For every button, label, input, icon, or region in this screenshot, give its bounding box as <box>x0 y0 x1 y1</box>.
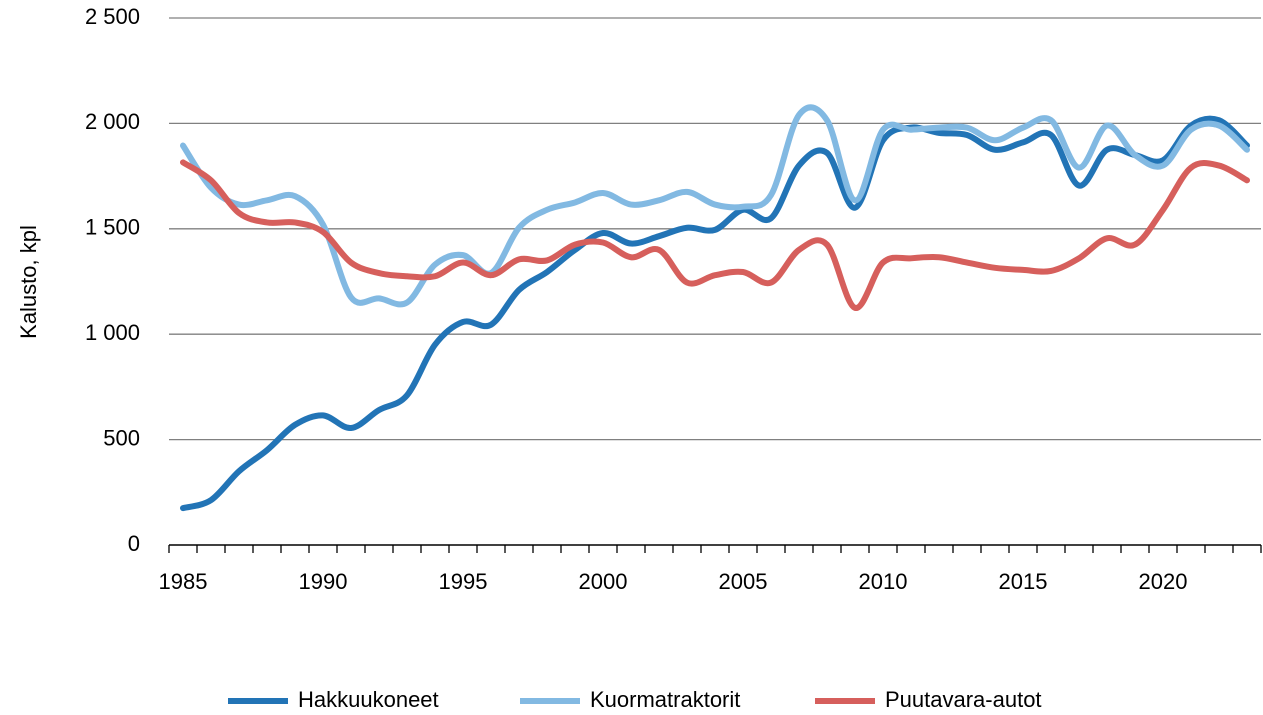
y-axis-title: Kalusto, kpl <box>16 225 41 339</box>
y-tick-label: 1 500 <box>85 215 140 240</box>
legend-label: Puutavara-autot <box>885 687 1042 712</box>
line <box>180 115 1250 512</box>
x-tick-label: 2000 <box>579 569 628 594</box>
x-tick-label: 1995 <box>439 569 488 594</box>
y-tick-label: 0 <box>128 531 140 556</box>
y-tick-label: 1 000 <box>85 320 140 345</box>
y-tick-label: 2 500 <box>85 4 140 29</box>
y-tick-label: 2 000 <box>85 109 140 134</box>
x-tick-label: 2010 <box>859 569 908 594</box>
x-tick-label: 1985 <box>159 569 208 594</box>
legend-label: Hakkuukoneet <box>298 687 439 712</box>
y-tick-label: 500 <box>103 425 140 450</box>
line <box>180 159 1250 311</box>
x-tick-label: 2015 <box>999 569 1048 594</box>
x-tick-label: 1990 <box>299 569 348 594</box>
line <box>180 104 1250 308</box>
x-tick-label: 2020 <box>1139 569 1188 594</box>
legend-label: Kuormatraktorit <box>590 687 740 712</box>
x-tick-label: 2005 <box>719 569 768 594</box>
